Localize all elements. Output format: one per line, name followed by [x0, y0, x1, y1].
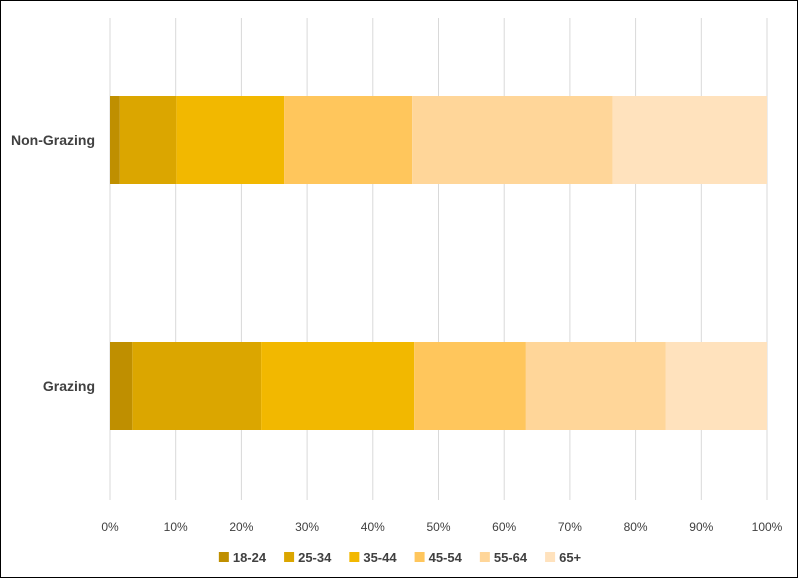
legend-label: 18-24 [233, 550, 267, 565]
bar-segment [110, 96, 120, 184]
bar-segment [176, 96, 285, 184]
legend: 18-24 25-34 35-44 45-54 55-64 65+ [218, 550, 582, 565]
bar-segment [525, 342, 666, 430]
x-tick-label: 80% [624, 520, 648, 534]
bar-segment [612, 96, 767, 184]
x-axis-ticks: 0% 10% 20% 30% 40% 50% 60% 70% 80% 90% 100% [101, 520, 782, 534]
x-tick-label: 70% [558, 520, 582, 534]
bar-segment [110, 342, 133, 430]
x-tick-label: 30% [295, 520, 319, 534]
x-tick-label: 50% [426, 520, 450, 534]
legend-swatch [545, 552, 556, 562]
category-label: Non-Grazing [11, 132, 95, 148]
bars [110, 96, 767, 430]
bar-segment [665, 342, 767, 430]
bar-segment [412, 96, 613, 184]
x-tick-label: 100% [752, 520, 783, 534]
legend-swatch [479, 552, 490, 562]
legend-label: 65+ [559, 550, 581, 565]
category-label: Grazing [43, 378, 95, 394]
x-tick-label: 40% [361, 520, 385, 534]
x-tick-label: 10% [164, 520, 188, 534]
x-tick-label: 90% [689, 520, 713, 534]
bar-segment [119, 96, 177, 184]
legend-swatch [218, 552, 229, 562]
bar-segment [414, 342, 526, 430]
legend-swatch [284, 552, 295, 562]
bar-segment [284, 96, 413, 184]
legend-label: 25-34 [298, 550, 332, 565]
legend-swatch [349, 552, 360, 562]
x-tick-label: 0% [101, 520, 119, 534]
y-axis-categories: Non-Grazing Grazing [11, 132, 95, 394]
legend-label: 55-64 [494, 550, 528, 565]
x-tick-label: 60% [492, 520, 516, 534]
x-tick-label: 20% [229, 520, 253, 534]
legend-label: 35-44 [363, 550, 397, 565]
legend-label: 45-54 [429, 550, 463, 565]
bar-segment [132, 342, 262, 430]
legend-swatch [414, 552, 425, 562]
bar-segment [261, 342, 415, 430]
